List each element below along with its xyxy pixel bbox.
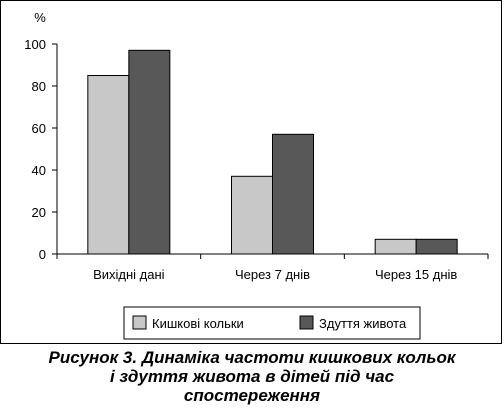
legend-label-series-1: Кишкові кольки xyxy=(152,316,244,331)
y-tick-label: 20 xyxy=(32,205,46,220)
y-tick-label: 0 xyxy=(39,247,46,262)
x-category-label: Через 7 днів xyxy=(235,267,310,282)
bar-series-2 xyxy=(128,49,171,255)
x-category-label: Вихідні дані xyxy=(93,267,165,282)
y-tick-label: 100 xyxy=(24,37,46,52)
caption-line-3: спостереження xyxy=(183,386,321,405)
y-tick-label: 60 xyxy=(32,121,46,136)
bar-series-2 xyxy=(272,133,314,255)
chart-frame xyxy=(0,0,502,344)
legend: Кишкові кольки Здуття живота xyxy=(123,306,421,340)
caption-line-1: Рисунок 3. Динаміка частоти кишкових кол… xyxy=(48,348,456,367)
y-unit-label: % xyxy=(34,10,46,25)
legend-swatch-series-1 xyxy=(132,315,147,330)
figure-caption: Рисунок 3. Динаміка частоти кишкових кол… xyxy=(0,348,504,405)
y-tick-label: 80 xyxy=(32,79,46,94)
bar-chart: % 0 20 40 60 80 100 Вихідні дані Через 7 днів Ч… xyxy=(24,10,489,340)
bar-series-2 xyxy=(415,238,458,255)
legend-label-series-2: Здуття живота xyxy=(319,316,407,331)
bars xyxy=(87,49,458,255)
bar-series-1 xyxy=(87,75,130,255)
caption-line-2: і здуття живота в дітей під час xyxy=(109,367,395,386)
y-axis: 0 20 40 60 80 100 xyxy=(24,37,58,262)
x-category-label: Через 15 днів xyxy=(375,267,457,282)
bar-series-1 xyxy=(374,238,417,255)
bar-series-1 xyxy=(231,175,273,255)
legend-box xyxy=(123,306,421,340)
y-tick-label: 40 xyxy=(32,163,46,178)
x-axis: Вихідні дані Через 7 днів Через 15 днів xyxy=(56,253,489,282)
legend-swatch-series-2 xyxy=(299,315,314,330)
